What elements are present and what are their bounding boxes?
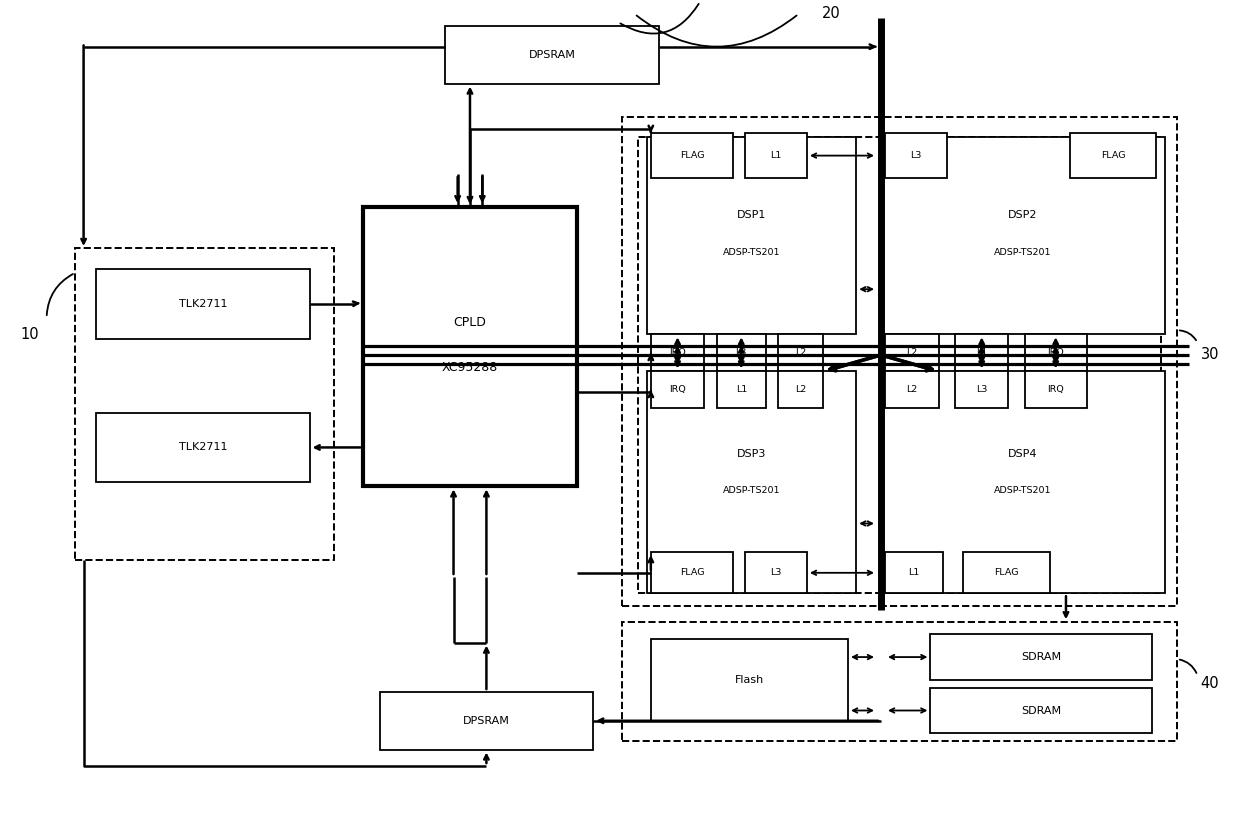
- Text: L2: L2: [795, 385, 806, 394]
- Bar: [955, 334, 1008, 371]
- Bar: [379, 692, 593, 750]
- Text: L1: L1: [908, 568, 920, 578]
- Text: L2: L2: [906, 348, 918, 357]
- Text: SDRAM: SDRAM: [1022, 652, 1061, 662]
- Bar: [930, 688, 1152, 733]
- Text: DPSRAM: DPSRAM: [528, 50, 575, 60]
- Bar: [955, 371, 1008, 408]
- Text: ADSP-TS201: ADSP-TS201: [723, 248, 780, 257]
- Bar: [963, 552, 1049, 593]
- Text: FLAG: FLAG: [680, 151, 704, 160]
- Text: L1: L1: [735, 385, 746, 394]
- Text: FLAG: FLAG: [1101, 151, 1126, 160]
- Bar: [779, 371, 823, 408]
- Text: DSP4: DSP4: [1008, 449, 1038, 459]
- Text: L1: L1: [976, 348, 987, 357]
- Text: ADSP-TS201: ADSP-TS201: [994, 248, 1052, 257]
- Text: TLK2711: TLK2711: [179, 299, 227, 309]
- Bar: [651, 133, 733, 178]
- Bar: [445, 26, 658, 83]
- Bar: [880, 137, 1164, 334]
- Bar: [885, 371, 939, 408]
- Text: L3: L3: [735, 348, 746, 357]
- Text: 40: 40: [1200, 676, 1219, 691]
- Text: ADSP-TS201: ADSP-TS201: [994, 486, 1052, 495]
- Text: DSP3: DSP3: [737, 449, 766, 459]
- Bar: [647, 137, 857, 334]
- Text: CPLD: CPLD: [454, 316, 486, 328]
- Text: 20: 20: [822, 7, 841, 21]
- Text: TLK2711: TLK2711: [179, 442, 227, 452]
- Text: IRQ: IRQ: [1048, 348, 1064, 357]
- Bar: [651, 552, 733, 593]
- Text: Flash: Flash: [735, 675, 764, 685]
- Bar: [885, 133, 947, 178]
- Bar: [622, 622, 1177, 742]
- Bar: [651, 371, 704, 408]
- Bar: [651, 334, 704, 371]
- Bar: [930, 634, 1152, 680]
- Bar: [885, 334, 939, 371]
- Bar: [76, 248, 335, 560]
- Bar: [1070, 133, 1157, 178]
- Text: DSP2: DSP2: [1008, 210, 1038, 220]
- Bar: [639, 137, 1161, 593]
- Text: L3: L3: [976, 385, 987, 394]
- Bar: [779, 334, 823, 371]
- Text: 30: 30: [1200, 347, 1219, 362]
- Text: L1: L1: [770, 151, 781, 160]
- Text: IRQ: IRQ: [670, 348, 686, 357]
- Text: ADSP-TS201: ADSP-TS201: [723, 486, 780, 495]
- Bar: [95, 412, 310, 483]
- Text: DPSRAM: DPSRAM: [463, 716, 510, 726]
- Bar: [95, 269, 310, 338]
- Text: L3: L3: [910, 151, 921, 160]
- Bar: [622, 116, 1177, 606]
- Bar: [1025, 371, 1086, 408]
- Text: DSP1: DSP1: [737, 210, 766, 220]
- Text: L2: L2: [906, 385, 918, 394]
- Text: IRQ: IRQ: [670, 385, 686, 394]
- Bar: [745, 133, 807, 178]
- Bar: [1025, 334, 1086, 371]
- Bar: [745, 552, 807, 593]
- Text: FLAG: FLAG: [994, 568, 1018, 578]
- Bar: [885, 552, 942, 593]
- Text: L3: L3: [770, 568, 782, 578]
- Bar: [880, 371, 1164, 593]
- Text: L2: L2: [795, 348, 806, 357]
- Text: 10: 10: [21, 327, 40, 342]
- Text: IRQ: IRQ: [1048, 385, 1064, 394]
- Bar: [647, 371, 857, 593]
- Bar: [717, 371, 766, 408]
- Text: XC95288: XC95288: [441, 361, 498, 374]
- Bar: [717, 334, 766, 371]
- Bar: [651, 639, 848, 721]
- Text: FLAG: FLAG: [680, 568, 704, 578]
- Text: SDRAM: SDRAM: [1022, 705, 1061, 715]
- Bar: [363, 207, 577, 487]
